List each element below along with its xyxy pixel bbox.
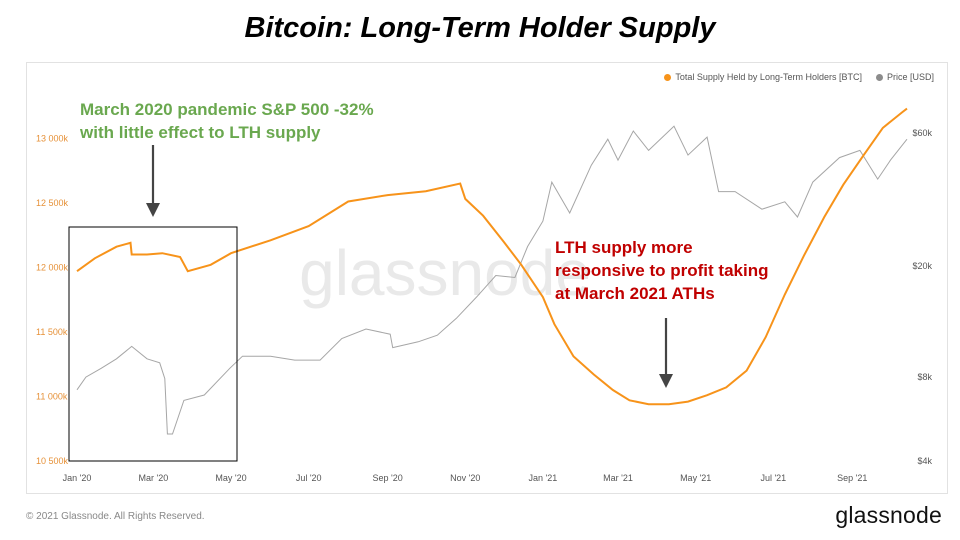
- chart-panel: [26, 62, 948, 494]
- x-axis-tick-label: Sep '20: [372, 473, 402, 483]
- right-axis-tick-label: $4k: [917, 456, 932, 466]
- legend-label-price: Price [USD]: [886, 72, 934, 82]
- watermark: glassnode: [299, 237, 591, 309]
- chart-title: Bitcoin: Long-Term Holder Supply: [244, 12, 716, 44]
- arrow-green: [146, 145, 160, 217]
- x-axis-tick-label: Sep '21: [837, 473, 867, 483]
- x-axis-tick-label: May '20: [215, 473, 246, 483]
- legend-dot-price: [875, 73, 883, 81]
- right-axis-tick-label: $20k: [912, 261, 932, 271]
- left-axis-tick-label: 11 500k: [36, 327, 68, 337]
- x-axis-tick-label: Mar '20: [139, 473, 169, 483]
- arrow-red: [659, 318, 673, 388]
- glassnode-logo: glassnode: [835, 502, 942, 528]
- highlight-box: [68, 226, 238, 462]
- x-axis-ticks: Jan '20 Mar '20 May '20 Jul '20 Sep '20 Nov '…: [63, 473, 868, 483]
- price-series-line: [76, 125, 908, 435]
- copyright-notice: © 2021 Glassnode. All Rights Reserved.: [26, 511, 205, 522]
- x-axis-tick-label: Jan '21: [529, 473, 558, 483]
- legend-label-lth: Total Supply Held by Long-Term Holders […: [675, 72, 862, 82]
- annotation-red-line-3: at March 2021 ATHs: [555, 284, 715, 303]
- right-axis-tick-label: $8k: [917, 372, 932, 382]
- left-axis-tick-label: 13 000k: [36, 133, 69, 143]
- left-axis-tick-label: 12 000k: [36, 262, 69, 272]
- x-axis-tick-label: May '21: [680, 473, 711, 483]
- x-axis-tick-label: Jul '20: [296, 473, 322, 483]
- lth-supply-series-line: [76, 107, 908, 406]
- annotation-green-line-2: with little effect to LTH supply: [80, 123, 321, 142]
- x-axis-tick-label: Jan '20: [63, 473, 92, 483]
- x-axis-tick-label: Jul '21: [760, 473, 786, 483]
- right-axis-tick-label: $60k: [912, 128, 932, 138]
- x-axis-tick-label: Nov '20: [450, 473, 480, 483]
- left-axis-tick-label: 12 500k: [36, 198, 69, 208]
- left-axis-tick-label: 11 000k: [36, 391, 68, 401]
- annotation-green: March 2020 pandemic S&P 500 -32% with li…: [80, 98, 374, 144]
- annotation-green-line-1: March 2020 pandemic S&P 500 -32%: [80, 100, 374, 119]
- annotation-red-line-2: responsive to profit taking: [555, 261, 769, 280]
- left-axis-ticks: 10 500k 11 000k 11 500k 12 000k 12 500k 13 00…: [36, 133, 69, 466]
- x-axis-tick-label: Mar '21: [603, 473, 633, 483]
- legend-dot-lth: [664, 73, 672, 81]
- legend-item-price: Price [USD]: [875, 72, 934, 82]
- right-axis-ticks: $4k $8k $20k $60k: [912, 128, 932, 466]
- annotation-red-line-1: LTH supply more: [555, 238, 693, 257]
- annotation-red: LTH supply more responsive to profit tak…: [555, 236, 768, 305]
- legend-item-lth: Total Supply Held by Long-Term Holders […: [664, 72, 862, 82]
- chart-legend: Total Supply Held by Long-Term Holders […: [664, 72, 934, 82]
- left-axis-tick-label: 10 500k: [36, 456, 69, 466]
